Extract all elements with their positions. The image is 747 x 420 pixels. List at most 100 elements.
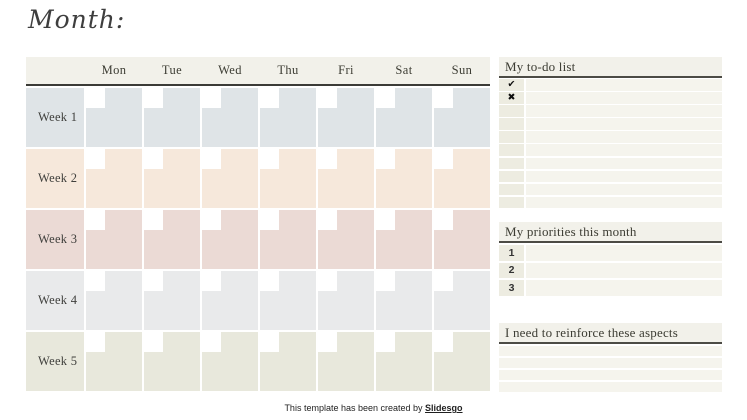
priority-text-cell[interactable] [525, 245, 722, 261]
day-cell-week3-tue[interactable] [144, 210, 200, 269]
reinforce-row[interactable] [499, 345, 722, 357]
day-cell-week4-sun[interactable] [434, 271, 490, 330]
priority-row: 3 [499, 280, 722, 296]
todo-status-cell[interactable] [499, 157, 524, 170]
reinforce-row[interactable] [499, 381, 722, 393]
priority-row: 1 [499, 245, 722, 261]
todo-status-cell[interactable]: ✖ [499, 92, 524, 104]
cross-icon: ✖ [507, 92, 516, 104]
todo-status-cell[interactable] [499, 170, 524, 183]
priority-number-cell: 1 [499, 245, 524, 261]
day-cell-week1-wed[interactable] [202, 88, 258, 147]
todo-row: ✖ [499, 92, 722, 104]
day-cell-week5-wed[interactable] [202, 332, 258, 391]
day-cell-week4-sat[interactable] [376, 271, 432, 330]
todo-status-cell[interactable] [499, 105, 524, 117]
todo-section-title: My to-do list [499, 57, 722, 78]
todo-status-cell[interactable] [499, 196, 524, 209]
day-cell-week3-wed[interactable] [202, 210, 258, 269]
date-number-box [434, 271, 453, 291]
todo-status-cell[interactable] [499, 131, 524, 143]
day-cell-week3-fri[interactable] [318, 210, 374, 269]
footer-credit: This template has been created by Slides… [0, 403, 747, 413]
day-cell-week1-sat[interactable] [376, 88, 432, 147]
day-cell-week4-fri[interactable] [318, 271, 374, 330]
priority-number-cell: 3 [499, 280, 524, 296]
date-number-box [318, 210, 337, 230]
date-number-box [318, 271, 337, 291]
todo-task-cell[interactable] [525, 170, 722, 183]
todo-status-cell[interactable] [499, 183, 524, 196]
week-label-3: Week 3 [26, 210, 84, 269]
day-cell-week1-tue[interactable] [144, 88, 200, 147]
date-number-box [376, 332, 395, 352]
date-number-box [86, 149, 105, 169]
todo-status-cell[interactable] [499, 118, 524, 130]
day-cell-week1-thu[interactable] [260, 88, 316, 147]
day-cell-week3-sat[interactable] [376, 210, 432, 269]
week-label-1: Week 1 [26, 88, 84, 147]
todo-task-cell[interactable] [525, 92, 722, 104]
todo-task-cell[interactable] [525, 118, 722, 130]
todo-task-cell[interactable] [525, 196, 722, 209]
slidesgo-link[interactable]: Slidesgo [425, 403, 463, 413]
todo-status-cell[interactable] [499, 144, 524, 157]
reinforce-row[interactable] [499, 357, 722, 369]
date-number-box [376, 271, 395, 291]
priority-rows: 1 2 3 [499, 245, 722, 296]
priority-number: 3 [508, 281, 515, 294]
priority-text-cell[interactable] [525, 280, 722, 296]
reinforce-row[interactable] [499, 369, 722, 381]
day-cell-week5-thu[interactable] [260, 332, 316, 391]
todo-task-cell[interactable] [525, 157, 722, 170]
day-cell-week5-tue[interactable] [144, 332, 200, 391]
todo-task-cell[interactable] [525, 79, 722, 91]
date-number-box [86, 271, 105, 291]
day-cell-week2-wed[interactable] [202, 149, 258, 208]
date-number-box [144, 332, 163, 352]
day-cell-week5-sun[interactable] [434, 332, 490, 391]
date-number-box [260, 149, 279, 169]
day-cell-week2-sun[interactable] [434, 149, 490, 208]
todo-row: ✔ [499, 79, 722, 91]
day-cell-week5-sat[interactable] [376, 332, 432, 391]
date-number-box [144, 210, 163, 230]
day-cell-week5-fri[interactable] [318, 332, 374, 391]
day-cell-week1-fri[interactable] [318, 88, 374, 147]
priority-row: 2 [499, 262, 722, 278]
day-header-fri: Fri [338, 63, 354, 77]
day-cell-week1-mon[interactable] [86, 88, 142, 147]
day-cell-week4-mon[interactable] [86, 271, 142, 330]
day-cell-week4-wed[interactable] [202, 271, 258, 330]
day-cell-week4-tue[interactable] [144, 271, 200, 330]
todo-rows: ✔ ✖ [499, 79, 722, 209]
todo-task-cell[interactable] [525, 105, 722, 117]
todo-task-cell[interactable] [525, 144, 722, 157]
todo-task-cell[interactable] [525, 183, 722, 196]
date-number-box [260, 210, 279, 230]
day-cell-week3-mon[interactable] [86, 210, 142, 269]
day-cell-week2-thu[interactable] [260, 149, 316, 208]
day-cell-week4-thu[interactable] [260, 271, 316, 330]
day-cell-week3-thu[interactable] [260, 210, 316, 269]
day-cell-week2-mon[interactable] [86, 149, 142, 208]
todo-status-cell[interactable]: ✔ [499, 79, 524, 91]
week-label-2: Week 2 [26, 149, 84, 208]
date-number-box [260, 88, 279, 108]
day-cell-week5-mon[interactable] [86, 332, 142, 391]
day-cell-week2-fri[interactable] [318, 149, 374, 208]
priority-number: 2 [508, 264, 515, 276]
date-number-box [144, 149, 163, 169]
todo-task-cell[interactable] [525, 131, 722, 143]
priority-text-cell[interactable] [525, 262, 722, 278]
day-cell-week2-tue[interactable] [144, 149, 200, 208]
priorities-section-title: My priorities this month [499, 222, 722, 243]
date-number-box [260, 332, 279, 352]
todo-row [499, 157, 722, 170]
day-cell-week3-sun[interactable] [434, 210, 490, 269]
day-cell-week2-sat[interactable] [376, 149, 432, 208]
date-number-box [202, 149, 221, 169]
todo-row [499, 170, 722, 183]
day-cell-week1-sun[interactable] [434, 88, 490, 147]
